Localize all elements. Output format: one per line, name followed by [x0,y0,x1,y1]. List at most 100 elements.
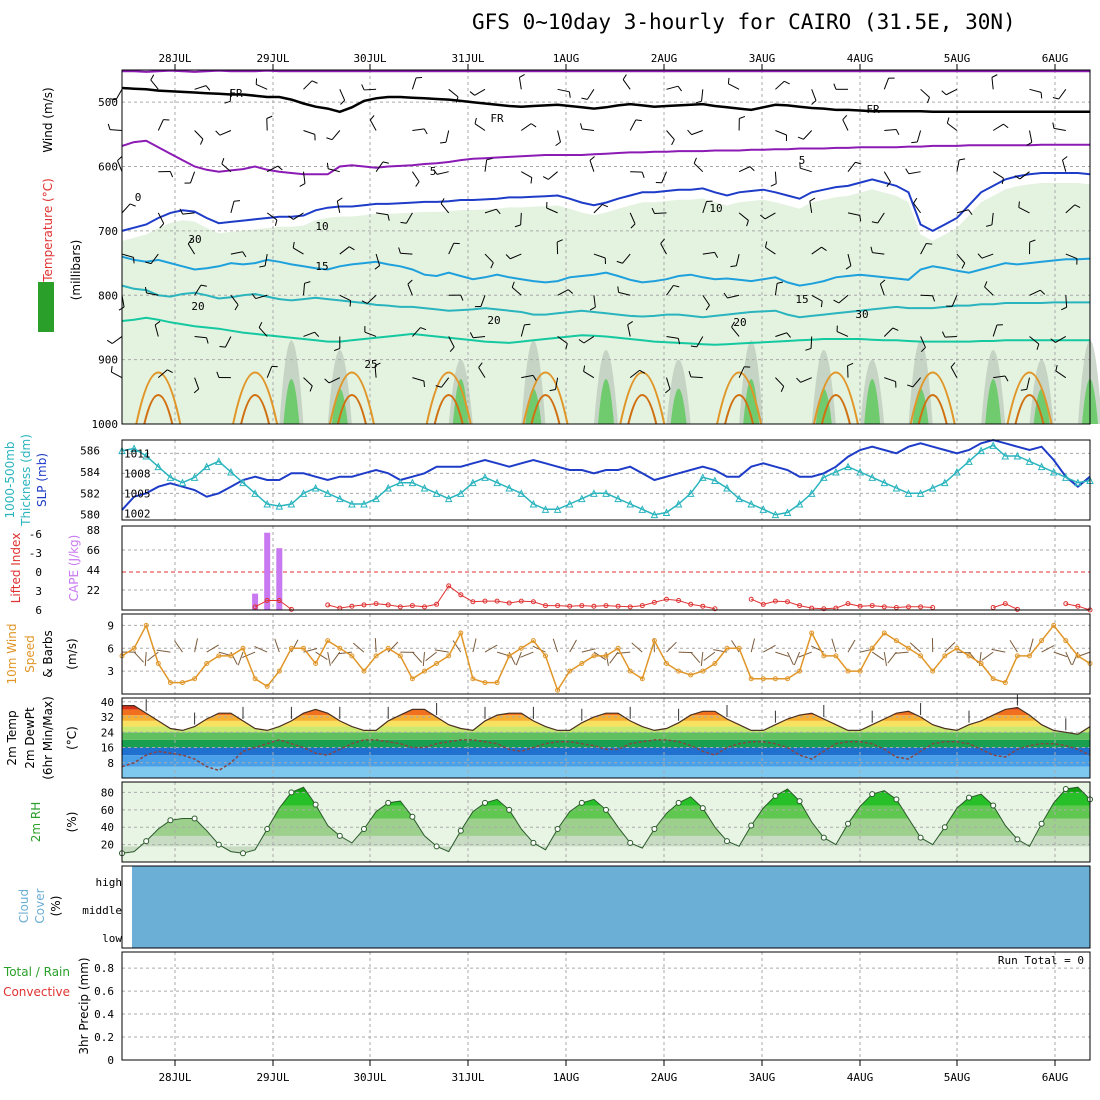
surface-wind-barb [978,652,982,667]
wind-barb [622,253,631,264]
thickness-marker [142,451,151,460]
wind-barb-flag [486,157,493,161]
wind-barb [339,294,351,301]
cloud-cover-fill [132,866,1090,948]
wind-barb-flag [583,365,586,372]
rh-marker [675,799,682,806]
lifted-index-marker [567,603,573,609]
wind-barb [1053,127,1066,131]
rh-marker [191,815,198,822]
surface-wind-barb [1065,651,1072,666]
wind-barb-flag [251,293,257,299]
wind-barb-flag [150,74,155,81]
thickness-marker [251,489,259,497]
wind-barb-flag [311,80,318,84]
wind-barb-flag [776,281,784,284]
lifted-index-marker [603,603,609,609]
wind-barb [920,336,926,348]
wind-barb [194,130,204,140]
thickness-marker [239,478,247,487]
wind-barb [735,253,740,266]
lifted-index-marker [760,601,766,607]
wind-speed-marker [797,668,803,674]
temp-band [122,747,1090,756]
wind-barb [629,369,640,379]
rh-marker [433,843,440,850]
wind-barb-flag [568,91,571,98]
wind-barb [157,119,164,131]
wind-barb-flag [805,347,812,351]
wind-barb [593,295,596,308]
wind-barb-flag [179,208,184,215]
wind-barb-flag [821,246,827,251]
thickness-marker [553,505,562,513]
wind-barb [884,128,897,131]
wind-barb-flag [555,141,561,147]
isotherm-35-line [724,394,755,425]
wind-barb [847,212,860,216]
thickness-marker [154,462,163,471]
wind-barb-flag [299,183,306,187]
wind-barb [800,377,812,383]
rh-marker [990,802,997,809]
wind-barb [1026,377,1030,390]
wind-speed-marker [615,645,621,651]
wind-barb [583,371,595,379]
wind-barb [557,130,561,143]
rh-marker [554,825,561,832]
wind-barb-flag [986,224,993,227]
thickness-marker [505,483,514,492]
wind-barb [810,336,813,349]
wind-barb-flag [627,321,633,326]
rh-marker [966,794,972,801]
wind-barb [1065,253,1078,260]
isotherm-label: 5 [430,165,437,178]
lifted-index-marker [930,604,936,610]
wind-barb-flag [304,281,311,284]
wind-barb-flag [651,207,655,214]
wind-barb-flag [784,80,790,85]
wind-barb [194,377,200,390]
wind-barb [150,253,159,264]
wind-barb-flag [693,157,697,164]
thickness-marker [844,462,852,471]
rh-shading-green [743,378,760,424]
wind-barb [111,371,123,379]
wind-speed-marker [131,645,137,651]
wind-barb-flag [193,388,200,394]
lifted-index-line [254,585,1091,611]
lifted-index-marker [555,603,561,609]
wind-barb-flag [677,338,681,345]
wind-barb [992,324,998,337]
temp-axis-label: (6hr Min/Max) [41,696,55,780]
wind-barb-flag [524,323,531,326]
wind-barb [883,171,891,183]
thickness-marker [856,467,864,476]
surface-wind-barb [484,644,498,653]
temp-tick-label: 40 [101,696,114,709]
wind-barb-flag [109,98,117,101]
thickness-tick-label: 580 [80,509,100,522]
wind-barb-flag [514,224,521,228]
surface-wind-barb [1029,638,1034,653]
wind-speed-marker [833,653,839,659]
wind-speed-marker [180,680,185,686]
wind-barb [364,88,377,91]
rh-shading-dark [521,340,546,424]
pressure-tick-label: 600 [98,161,118,174]
wind-barb [991,212,994,225]
wind-barb-flag [820,301,823,308]
wind-barb-flag [106,339,113,344]
temp-band [122,705,1090,710]
wind-barb-flag [221,158,225,164]
isotherm-label: 10 [709,202,722,215]
wind-barb [702,251,715,255]
wind-barb-flag [400,221,407,224]
surface-wind-barb [337,651,352,655]
cape-bar [264,532,271,610]
wind-barb [992,171,1004,179]
wind-speed-marker [688,672,694,678]
wind-barb-flag [842,114,848,121]
thickness-marker [577,494,586,503]
wind-barb-flag [288,215,294,220]
